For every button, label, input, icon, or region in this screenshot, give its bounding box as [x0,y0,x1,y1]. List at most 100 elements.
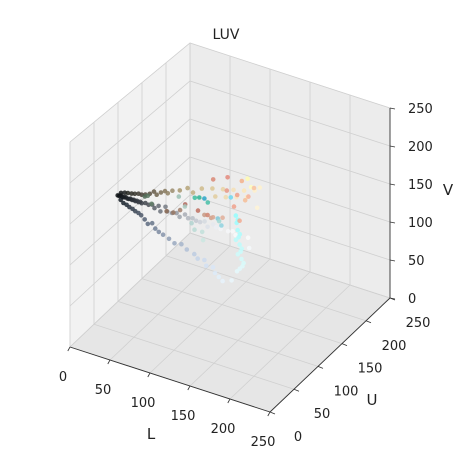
l-tick [147,372,151,378]
v-tick-label: 100 [408,216,433,231]
data-point [142,217,147,222]
data-point [153,226,158,231]
data-point [237,242,242,247]
data-point [234,192,240,198]
data-point [182,212,188,217]
data-point [210,177,216,182]
data-point [228,195,234,200]
data-point [166,236,172,242]
data-point [246,245,252,251]
grid-line-u-floor [141,278,343,344]
grid-line-u-floor [189,232,391,299]
data-point [220,186,226,192]
u-axis-line [269,297,391,413]
data-point [139,200,144,206]
data-point [213,225,219,230]
data-point [219,223,224,228]
y-axis-label: U [367,391,378,409]
data-point [231,204,237,209]
data-point [257,185,263,190]
data-point [254,205,260,211]
data-point [154,192,159,197]
data-point [156,229,162,235]
data-point [202,196,207,201]
u-tick-label: 100 [334,384,359,399]
data-point [125,190,131,196]
v-tick [389,145,396,148]
data-point [239,246,244,251]
data-point [235,227,240,233]
data-point [233,213,239,218]
v-tick [389,107,396,110]
grid-line-u-floor [117,301,319,367]
data-point [184,247,190,252]
data-point [202,219,207,224]
data-point [182,204,188,209]
u-tick [317,366,324,369]
l-axis-line [69,346,271,413]
data-point [151,189,157,194]
data-point [197,195,202,200]
data-point [202,212,207,218]
v-tick-label: 50 [408,254,425,269]
v-tick [389,259,396,262]
data-point [218,226,223,232]
chart-title: LUV [213,27,240,43]
data-point [231,187,236,193]
data-point [171,210,176,215]
data-point [145,193,151,199]
data-point [220,278,225,284]
u-tick-label: 0 [294,430,302,445]
data-point [190,216,195,221]
data-point [145,221,151,227]
data-point [235,252,241,257]
data-point [160,232,166,237]
data-point [177,207,183,213]
data-point [220,215,225,220]
data-point [199,186,205,191]
data-point [245,235,251,240]
data-point [138,213,144,218]
data-point [179,241,184,247]
data-point [210,186,215,191]
l-tick [107,359,111,365]
data-point [190,190,196,195]
v-tick-label: 250 [408,102,433,117]
data-point [230,229,235,234]
l-tick-label: 50 [95,383,112,398]
z-axis-label: V [443,181,453,199]
data-point [229,278,234,283]
data-point [192,251,197,257]
u-tick [269,411,276,415]
data-point [251,185,257,191]
data-points [115,175,263,284]
data-point [163,204,168,210]
grid-line-v [69,42,391,143]
data-point [242,198,248,203]
data-point [200,237,206,243]
u-tick [293,388,300,392]
data-point [152,205,157,211]
data-point [239,178,245,184]
data-point [225,228,231,234]
axis-lines [69,108,391,413]
data-point [158,190,164,195]
data-point [213,194,218,199]
axis-panes [69,42,391,413]
data-point [164,208,169,214]
data-point [245,176,250,181]
data-point [237,218,242,223]
v-tick-label: 0 [408,292,416,307]
data-point [212,270,218,276]
grid-line-u-floor [165,255,367,322]
data-point [195,256,200,261]
data-point [205,224,210,230]
data-point [185,215,191,221]
v-tick-label: 200 [408,140,433,155]
data-point [192,227,197,232]
data-point [195,208,201,213]
l-tick [67,346,71,352]
data-point [225,175,230,180]
data-point [205,200,211,205]
